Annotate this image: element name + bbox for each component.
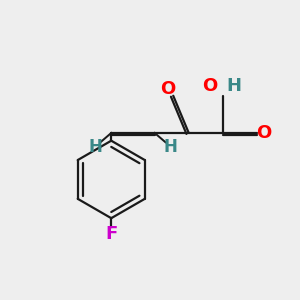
Text: H: H [164,138,178,156]
Text: O: O [160,80,175,98]
Text: O: O [256,124,272,142]
Text: F: F [105,225,117,243]
Text: H: H [226,77,242,95]
Text: O: O [202,77,217,95]
Text: H: H [88,138,102,156]
